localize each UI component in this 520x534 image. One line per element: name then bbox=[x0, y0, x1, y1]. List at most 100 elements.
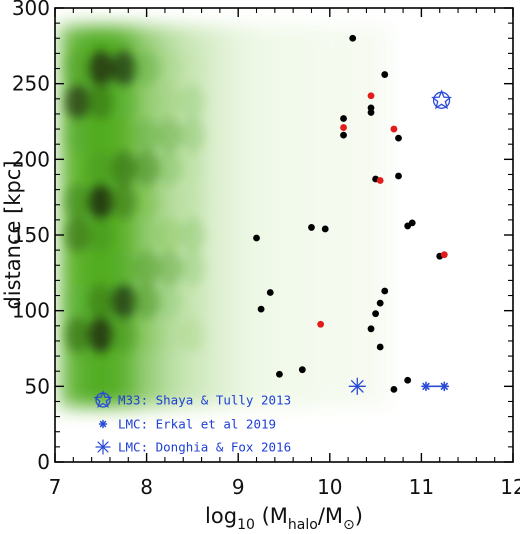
legend-lmc-donghia-marker bbox=[95, 439, 111, 455]
density-cell-5-0 bbox=[180, 51, 205, 87]
density-cell-4-7 bbox=[156, 283, 183, 320]
y-tick-label-250: 250 bbox=[12, 72, 50, 96]
density-cell-2-8 bbox=[111, 316, 137, 353]
density-cell-3-6 bbox=[134, 250, 160, 287]
x-tick-label-8: 8 bbox=[140, 475, 153, 499]
y-tick-label-150: 150 bbox=[12, 223, 50, 247]
black-point-22 bbox=[298, 366, 306, 374]
density-cell-2-1 bbox=[111, 83, 137, 120]
density-cell-0-0 bbox=[65, 50, 91, 87]
density-cell-0-1 bbox=[65, 83, 91, 120]
density-cell-0-4 bbox=[65, 183, 91, 220]
black-point-11 bbox=[253, 234, 260, 242]
lmc-donghia-marker bbox=[348, 377, 366, 395]
data-points bbox=[253, 34, 452, 395]
x-tick-label-11: 11 bbox=[409, 475, 434, 499]
density-cell-4-0 bbox=[156, 50, 183, 87]
density-cell-3-4 bbox=[134, 183, 160, 220]
density-cell-5-5 bbox=[179, 217, 205, 253]
density-cell-2-6 bbox=[111, 250, 137, 287]
legend-label-0: M33: Shaya & Tully 2013 bbox=[118, 393, 291, 408]
density-core-layer bbox=[65, 50, 205, 353]
density-cell-2-3 bbox=[111, 150, 137, 187]
legend-m33-marker bbox=[93, 390, 113, 408]
density-cell-5-8 bbox=[179, 316, 205, 353]
red-point-5 bbox=[317, 320, 325, 328]
density-cell-2-4 bbox=[111, 183, 137, 220]
density-cell-0-8 bbox=[65, 316, 91, 353]
density-cell-3-8 bbox=[134, 316, 160, 353]
red-point-2 bbox=[390, 125, 398, 133]
density-cell-1-1 bbox=[88, 83, 114, 120]
black-point-25 bbox=[390, 385, 398, 393]
y-tick-label-0: 0 bbox=[37, 450, 50, 474]
red-point-0 bbox=[367, 92, 375, 100]
black-point-10 bbox=[321, 225, 329, 233]
density-cell-2-2 bbox=[111, 117, 137, 154]
black-point-4 bbox=[340, 115, 347, 122]
density-cell-3-2 bbox=[134, 117, 160, 154]
m33-marker bbox=[431, 89, 452, 110]
density-cell-1-7 bbox=[88, 283, 114, 320]
legend-label-1: LMC: Erkal et al 2019 bbox=[118, 417, 276, 432]
black-point-16 bbox=[381, 287, 389, 295]
density-cell-4-3 bbox=[156, 150, 183, 187]
density-cell-5-7 bbox=[180, 284, 205, 320]
density-cell-4-8 bbox=[156, 316, 183, 353]
black-point-3 bbox=[367, 109, 375, 116]
density-cell-1-8 bbox=[88, 316, 114, 353]
density-cell-3-5 bbox=[134, 217, 160, 253]
black-point-6 bbox=[395, 134, 402, 142]
x-tick-label-12: 12 bbox=[500, 475, 520, 499]
y-tick-label-200: 200 bbox=[12, 147, 50, 171]
density-cell-3-3 bbox=[134, 150, 160, 187]
density-cell-0-6 bbox=[65, 250, 91, 287]
red-point-3 bbox=[376, 177, 384, 184]
density-cell-0-3 bbox=[65, 150, 91, 187]
legend: M33: Shaya & Tully 2013 LMC: Erkal et al … bbox=[93, 390, 291, 455]
density-cell-1-4 bbox=[88, 183, 114, 220]
x-axis-ticks: 7 8 9 10 11 12 bbox=[49, 8, 520, 499]
y-tick-label-100: 100 bbox=[12, 299, 50, 323]
density-cell-5-1 bbox=[179, 83, 205, 120]
y-tick-label-300: 300 bbox=[12, 0, 50, 20]
black-point-13 bbox=[404, 222, 412, 230]
density-cell-3-1 bbox=[134, 83, 160, 120]
density-cell-1-6 bbox=[88, 250, 114, 287]
density-cell-4-5 bbox=[156, 217, 183, 253]
x-tick-label-9: 9 bbox=[232, 475, 245, 499]
legend-label-2: LMC: Donghia & Fox 2016 bbox=[118, 440, 291, 455]
red-point-1 bbox=[340, 124, 347, 131]
legend-lmc-erkal-marker bbox=[98, 419, 108, 429]
density-cell-3-0 bbox=[134, 50, 160, 87]
density-cell-5-4 bbox=[179, 183, 205, 220]
x-axis-label: log10 (Mhalo/M⊙) bbox=[205, 504, 363, 533]
black-point-15 bbox=[266, 289, 274, 296]
density-cell-2-5 bbox=[111, 217, 137, 253]
black-point-8 bbox=[395, 172, 402, 180]
y-axis-label: distance [kpc] bbox=[1, 160, 25, 309]
x-tick-label-10: 10 bbox=[317, 475, 342, 499]
black-point-19 bbox=[372, 310, 379, 318]
black-point-0 bbox=[349, 34, 357, 42]
density-soft-layer bbox=[60, 26, 393, 407]
density-cell-5-6 bbox=[179, 250, 205, 287]
density-cell-1-2 bbox=[88, 117, 114, 154]
density-cell-1-3 bbox=[88, 150, 114, 187]
density-cell-5-3 bbox=[179, 150, 205, 187]
y-tick-label-50: 50 bbox=[25, 374, 50, 398]
y-axis-ticks: 0 50 100 150 200 250 300 bbox=[12, 0, 513, 474]
density-cell-4-1 bbox=[156, 83, 183, 120]
density-cell-3-7 bbox=[134, 283, 160, 320]
black-point-9 bbox=[308, 224, 315, 231]
black-point-23 bbox=[276, 370, 283, 378]
density-map bbox=[60, 26, 393, 407]
density-column-13 bbox=[358, 26, 393, 407]
black-point-21 bbox=[376, 343, 384, 351]
density-cell-5-2 bbox=[179, 117, 205, 154]
red-point-4 bbox=[440, 251, 448, 259]
density-cell-1-0 bbox=[88, 50, 114, 87]
black-point-18 bbox=[257, 305, 265, 313]
density-cell-2-0 bbox=[111, 50, 137, 87]
